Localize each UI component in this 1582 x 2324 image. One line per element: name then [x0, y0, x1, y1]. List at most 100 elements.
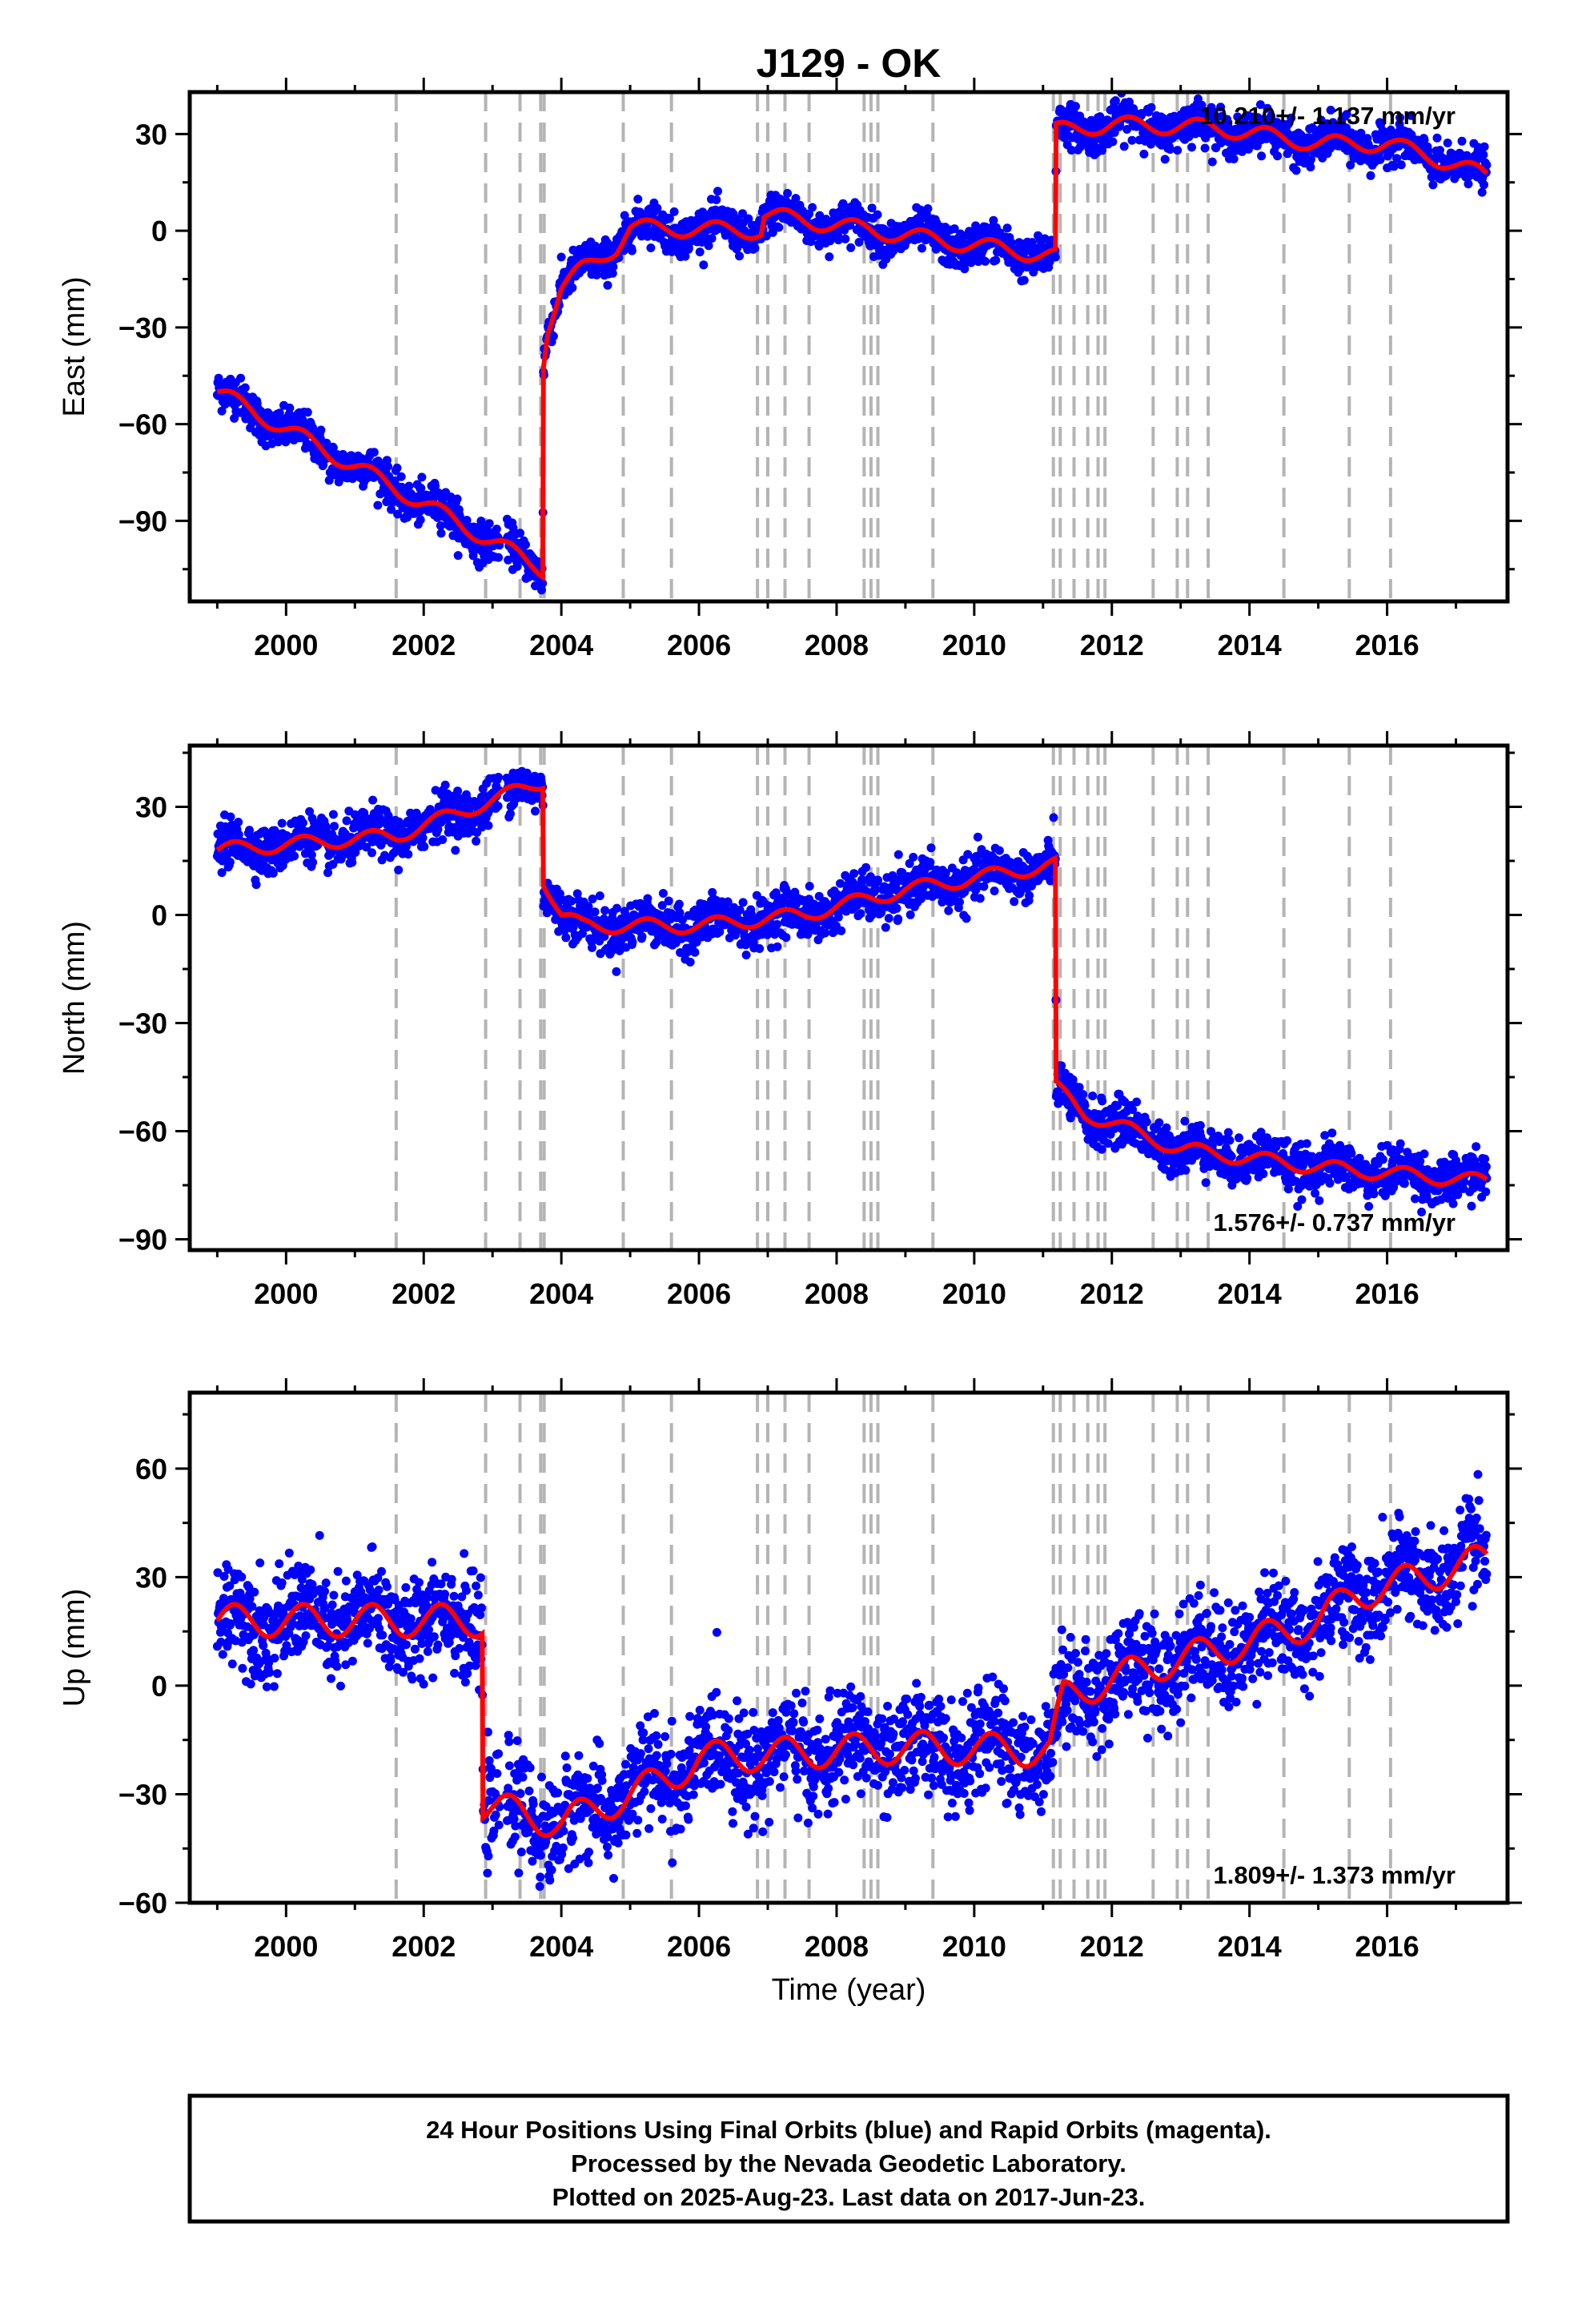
data-point: [981, 256, 990, 266]
data-point: [506, 809, 515, 818]
data-point: [849, 869, 859, 879]
data-point: [841, 234, 850, 243]
data-point: [633, 195, 643, 204]
data-point: [1480, 142, 1489, 151]
data-point: [1057, 1061, 1066, 1071]
data-point: [1128, 1105, 1138, 1115]
data-point: [324, 476, 334, 485]
data-point: [1480, 180, 1488, 190]
data-point: [781, 933, 791, 943]
data-point: [821, 928, 830, 938]
data-point: [861, 862, 871, 872]
data-point: [268, 868, 278, 878]
data-point: [1122, 125, 1132, 134]
data-point: [1066, 146, 1076, 155]
data-point: [783, 188, 793, 198]
data-point: [881, 923, 890, 932]
data-point: [453, 551, 463, 561]
data-point: [805, 882, 814, 891]
data-point: [723, 897, 733, 907]
data-point: [1010, 897, 1019, 907]
data-point: [404, 481, 414, 491]
data-point: [373, 501, 383, 510]
data-point: [245, 826, 254, 835]
data-point: [375, 813, 384, 822]
data-point: [960, 264, 970, 274]
data-point: [420, 842, 429, 851]
data-point: [1080, 1100, 1090, 1110]
data-point: [905, 910, 915, 919]
data-point: [290, 851, 299, 861]
data-point: [436, 529, 446, 538]
data-point: [856, 909, 865, 919]
data-point: [1477, 187, 1487, 197]
data-point: [1097, 1144, 1106, 1154]
data-point: [627, 246, 636, 255]
data-point: [584, 902, 593, 911]
data-point: [402, 842, 411, 851]
data-point: [628, 937, 637, 947]
x-tick-label: 2014: [1218, 629, 1282, 661]
data-point: [963, 850, 973, 859]
data-point: [316, 425, 326, 435]
y-tick-label: 0: [151, 215, 167, 247]
data-point: [240, 383, 250, 392]
x-tick-label: 2000: [254, 629, 318, 661]
y-axis-label: East (mm): [58, 276, 91, 416]
data-point: [568, 283, 577, 292]
data-point: [308, 858, 318, 867]
data-point: [761, 231, 771, 241]
data-point: [1139, 149, 1149, 159]
data-point: [1342, 110, 1351, 119]
data-point: [451, 846, 460, 855]
data-point: [873, 210, 882, 219]
data-point: [433, 825, 443, 834]
data-point: [1127, 135, 1137, 145]
x-tick-label: 2016: [1355, 629, 1419, 661]
data-point: [1187, 143, 1196, 152]
data-point: [1283, 129, 1293, 139]
data-point: [990, 887, 999, 895]
data-point: [1291, 166, 1301, 175]
data-point: [494, 553, 504, 562]
panel-0: 2000 2002 2004 2006 2008 2010 2012 2014 2016−90−…: [58, 78, 1522, 661]
data-point: [1142, 1117, 1151, 1127]
data-point: [1346, 160, 1355, 170]
data-point: [846, 243, 856, 252]
data-point: [750, 243, 760, 253]
data-point: [973, 832, 982, 842]
data-point: [704, 241, 713, 251]
data-point: [608, 268, 617, 278]
data-point: [735, 251, 744, 261]
data-point: [1113, 1101, 1122, 1111]
x-tick-label: 2010: [942, 629, 1006, 661]
data-point: [362, 842, 371, 852]
data-point: [537, 585, 546, 595]
data-point: [1166, 145, 1174, 154]
data-point: [462, 516, 472, 525]
data-point: [1098, 1096, 1107, 1106]
data-point: [452, 494, 462, 504]
data-point: [690, 947, 700, 957]
data-point: [893, 850, 903, 859]
data-point: [973, 857, 982, 866]
data-point: [236, 373, 246, 383]
data-point: [893, 914, 903, 923]
data-point: [251, 880, 261, 890]
data-point: [392, 463, 402, 472]
data-point: [234, 818, 243, 827]
data-point: [315, 434, 325, 444]
data-point: [1173, 146, 1182, 155]
data-point: [516, 529, 525, 538]
data-point: [681, 251, 690, 261]
data-point: [484, 519, 494, 529]
data-point: [1389, 162, 1399, 171]
data-point: [1180, 1116, 1190, 1126]
data-point: [991, 255, 1001, 265]
data-point: [453, 786, 463, 796]
data-point: [836, 879, 845, 888]
data-point: [608, 262, 618, 271]
data-point: [226, 812, 235, 822]
data-point: [1443, 139, 1452, 147]
